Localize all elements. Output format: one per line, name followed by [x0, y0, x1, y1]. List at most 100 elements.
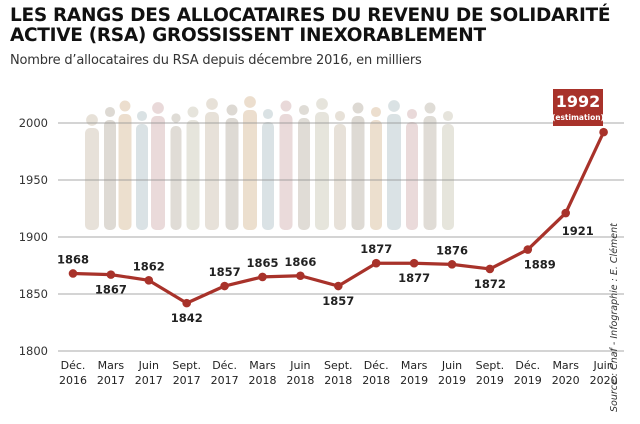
silhouette-body: [262, 122, 274, 230]
person-silhouette: [370, 106, 382, 230]
silhouette-head: [316, 98, 328, 110]
silhouette-body: [406, 122, 418, 230]
source-credit: Source : Cnaf - Infographie : E. Clément: [609, 223, 620, 412]
x-tick-label: 2020: [590, 374, 618, 387]
chart-subtitle: Nombre d’allocataires du RSA depuis déce…: [10, 53, 422, 68]
silhouette-body: [370, 120, 382, 230]
person-silhouette: [262, 108, 274, 230]
silhouette-head: [370, 106, 382, 118]
x-tick-label: 2018: [324, 374, 352, 387]
silhouette-body: [85, 128, 99, 230]
silhouette-body: [334, 124, 346, 230]
x-tick-label: 2018: [249, 374, 277, 387]
silhouette-head: [442, 110, 454, 122]
person-silhouette: [170, 113, 182, 230]
silhouette-head: [226, 104, 238, 116]
data-point: [409, 258, 419, 268]
x-tick-label: Déc.: [212, 359, 237, 372]
data-label: 1877: [360, 242, 392, 256]
person-silhouette: [118, 100, 132, 230]
silhouette-head: [280, 100, 292, 112]
callout-note: (estimation): [552, 113, 604, 122]
y-tick-label: 1850: [19, 287, 48, 301]
x-tick-label: 2018: [286, 374, 314, 387]
silhouette-body: [279, 114, 293, 230]
data-label: 1877: [398, 271, 430, 285]
x-tick-label: Mars: [249, 359, 276, 372]
person-silhouette: [136, 110, 148, 230]
data-point: [182, 298, 191, 308]
data-label: 1842: [171, 311, 203, 325]
person-silhouette: [243, 96, 257, 230]
silhouette-head: [406, 108, 418, 120]
data-label: 1889: [524, 258, 556, 272]
x-tick-label: Mars: [98, 359, 125, 372]
person-silhouette: [186, 106, 200, 230]
data-point: [258, 272, 267, 282]
x-tick-label: 2018: [362, 374, 390, 387]
x-tick-label: Déc.: [61, 359, 86, 372]
x-tick-label: 2016: [59, 374, 87, 387]
y-axis-ticks: 1800 1850 1900 1950 2000: [19, 116, 48, 358]
x-tick-label: 2019: [476, 374, 504, 387]
x-tick-label: 2019: [438, 374, 466, 387]
x-tick-label: Déc.: [364, 359, 389, 372]
x-tick-label: Déc.: [515, 359, 540, 372]
data-point: [523, 245, 533, 254]
person-silhouette: [315, 98, 329, 230]
silhouette-head: [119, 100, 131, 112]
data-point: [296, 271, 305, 281]
data-point: [144, 276, 154, 285]
gridlines: [58, 122, 624, 352]
x-tick-label: Juin: [138, 359, 159, 372]
x-tick-label: Sept.: [172, 359, 201, 372]
silhouette-body: [298, 118, 310, 230]
silhouette-head: [244, 96, 256, 108]
callout-box: [553, 89, 603, 126]
silhouette-head: [388, 100, 400, 112]
data-labels: 1868 1867 1862 1842 1857 1865 1866 1857 1877 1877…: [57, 224, 594, 325]
person-silhouette: [85, 114, 99, 230]
x-tick-label: 2019: [400, 374, 428, 387]
silhouette-body: [170, 126, 182, 230]
silhouette-body: [243, 110, 257, 230]
y-tick-label: 1950: [19, 173, 48, 187]
data-label: 1876: [436, 243, 468, 257]
chart-title: LES RANGS DES ALLOCATAIRES DU REVENU DE …: [10, 5, 611, 46]
silhouette-head: [152, 102, 164, 114]
people-silhouettes-image: [85, 96, 454, 230]
person-silhouette: [279, 100, 293, 230]
silhouette-head: [104, 106, 116, 118]
silhouette-head: [187, 106, 199, 118]
x-tick-label: Mars: [401, 359, 428, 372]
silhouette-head: [171, 113, 181, 123]
person-silhouette: [406, 108, 418, 230]
person-silhouette: [298, 104, 310, 230]
silhouette-body: [104, 120, 116, 230]
silhouette-head: [334, 110, 346, 122]
silhouette-head: [352, 102, 364, 114]
person-silhouette: [442, 110, 454, 230]
silhouette-body: [315, 112, 329, 230]
x-tick-label: 2020: [552, 374, 580, 387]
data-point: [599, 127, 608, 137]
data-label: 1865: [246, 256, 278, 270]
person-silhouette: [151, 102, 165, 230]
person-silhouette: [225, 104, 239, 230]
estimation-callout: 1992 (estimation): [552, 89, 604, 126]
silhouette-body: [225, 118, 239, 230]
x-tick-label: 2019: [514, 374, 542, 387]
x-axis-ticks: Déc. 2016 Mars 2017 Juin 2017 Sept. 2017 Déc. 201…: [59, 359, 618, 387]
silhouette-head: [424, 102, 436, 114]
y-tick-label: 1800: [19, 344, 48, 358]
person-silhouette: [334, 110, 346, 230]
data-point: [68, 269, 78, 278]
x-tick-label: 2017: [97, 374, 125, 387]
x-tick-label: Juin: [592, 359, 613, 372]
person-silhouette: [423, 102, 437, 230]
x-tick-label: Mars: [552, 359, 579, 372]
x-tick-label: Sept.: [324, 359, 353, 372]
data-point: [334, 281, 343, 291]
x-tick-label: Juin: [441, 359, 462, 372]
